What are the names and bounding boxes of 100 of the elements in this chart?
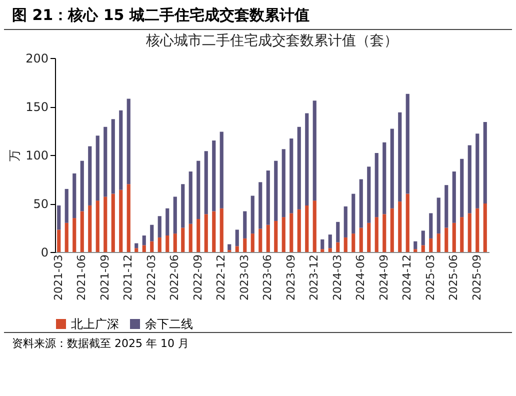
bar [274, 220, 278, 252]
bar [290, 138, 294, 214]
bar [204, 214, 208, 252]
bar [134, 248, 138, 252]
bar [243, 211, 247, 238]
y-tick-label: 150 [26, 100, 48, 114]
bar [104, 126, 108, 197]
bar [104, 196, 108, 252]
bar [436, 198, 440, 234]
x-tick-label: 2022-06 [168, 254, 182, 300]
bar [266, 170, 270, 225]
x-tick-label: 2022-09 [191, 254, 204, 300]
bar [352, 234, 356, 252]
bar [142, 236, 146, 246]
bar [328, 248, 332, 252]
bar [119, 190, 123, 252]
bar [382, 214, 386, 252]
bar [72, 173, 76, 218]
bar [111, 194, 115, 252]
bar [158, 216, 162, 238]
bar [126, 184, 130, 252]
x-tick-label: 2024-12 [400, 254, 414, 300]
bar [220, 132, 224, 208]
bar [134, 243, 138, 248]
bar [220, 208, 224, 252]
bar [228, 244, 232, 250]
bar [188, 224, 192, 252]
bar [414, 249, 418, 252]
y-tick-label: 100 [26, 148, 48, 162]
text: 资料来源：数据截至 2025 年 10 月 [4, 332, 512, 354]
y-axis-title: 万 [8, 150, 22, 162]
x-tick-label: 2022-03 [144, 254, 158, 300]
bar [436, 234, 440, 252]
bar [328, 234, 332, 248]
bar [374, 153, 378, 218]
bar [282, 217, 286, 252]
bar [258, 182, 262, 229]
bar [212, 140, 216, 212]
bar [312, 200, 316, 252]
bar [398, 112, 402, 202]
bar [336, 222, 340, 242]
bar [390, 208, 394, 252]
legend-label: 余下二线 [145, 317, 193, 331]
x-tick-label: 2023-03 [238, 254, 251, 300]
bar [359, 179, 363, 228]
bar [476, 208, 480, 252]
x-tick-label: 2024-09 [377, 254, 390, 300]
bar [414, 241, 418, 250]
bar [297, 126, 301, 210]
bar [305, 113, 309, 206]
bar [88, 146, 92, 206]
x-tick-label: 2021-03 [52, 254, 65, 300]
chart-title: 图 21：核心 15 城二手住宅成交套数累计值 [4, 0, 512, 30]
bar [336, 242, 340, 252]
x-tick-label: 2024-03 [330, 254, 344, 300]
bar [460, 217, 464, 252]
bar [468, 213, 472, 252]
bar [57, 230, 61, 252]
bar [204, 151, 208, 214]
x-tick-label: 2023-09 [284, 254, 298, 300]
bar [398, 202, 402, 252]
bar [80, 211, 84, 252]
bar [243, 238, 247, 252]
bar [166, 208, 170, 236]
bar [274, 160, 278, 221]
x-tick-label: 2021-12 [122, 254, 135, 300]
bar [57, 205, 61, 230]
x-tick-label: 2025-03 [424, 254, 437, 300]
bar [96, 200, 100, 252]
bar [429, 238, 433, 252]
bar [320, 239, 324, 250]
bar [367, 222, 371, 252]
bar [359, 228, 363, 252]
x-tick-label: 2024-06 [354, 254, 368, 300]
bar [142, 245, 146, 252]
bar [452, 222, 456, 252]
bar [188, 171, 192, 224]
chart-subtitle: 核心城市二手住宅成交套数累计值（套） [145, 33, 398, 49]
bar [235, 230, 239, 246]
bar [173, 234, 177, 252]
bar [352, 194, 356, 234]
x-tick-label: 2025-09 [470, 254, 484, 300]
x-tick-label: 2021-06 [75, 254, 88, 300]
bar [367, 166, 371, 223]
bar [173, 196, 177, 234]
bar [181, 228, 185, 252]
bar [282, 149, 286, 218]
bar [88, 205, 92, 252]
bar [444, 185, 448, 228]
bar [266, 224, 270, 252]
x-tick-label: 2023-12 [308, 254, 321, 300]
bar [166, 236, 170, 252]
bar [80, 160, 84, 212]
bar [444, 228, 448, 252]
bar [297, 209, 301, 252]
bar [196, 160, 200, 220]
bar [390, 128, 394, 208]
y-tick-label: 200 [26, 52, 48, 66]
bar [374, 217, 378, 252]
bar [344, 237, 348, 252]
